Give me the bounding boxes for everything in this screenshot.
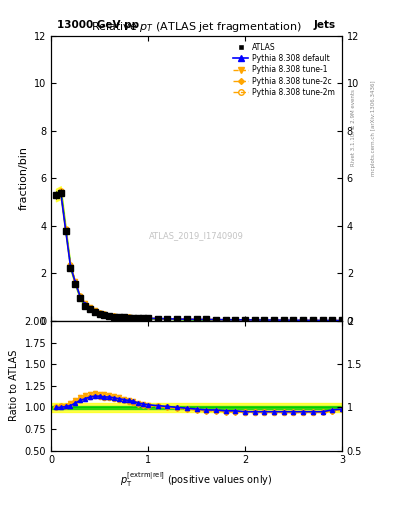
Legend: ATLAS, Pythia 8.308 default, Pythia 8.308 tune-1, Pythia 8.308 tune-2c, Pythia 8: ATLAS, Pythia 8.308 default, Pythia 8.30… <box>230 39 338 100</box>
Bar <box>51 403 342 412</box>
Y-axis label: Ratio to ATLAS: Ratio to ATLAS <box>9 350 19 421</box>
Text: Rivet 3.1.10; ≥ 2.9M events: Rivet 3.1.10; ≥ 2.9M events <box>351 90 356 166</box>
Text: Jets: Jets <box>314 20 336 30</box>
Text: mcplots.cern.ch [arXiv:1306.3436]: mcplots.cern.ch [arXiv:1306.3436] <box>371 80 376 176</box>
Title: Relative $p_T$ (ATLAS jet fragmentation): Relative $p_T$ (ATLAS jet fragmentation) <box>91 20 302 34</box>
Y-axis label: fraction/bin: fraction/bin <box>18 146 28 210</box>
Bar <box>51 406 342 409</box>
X-axis label: $p_{\mathrm{T}}^{\mathrm{[extrm|rel]}}$ (positive values only): $p_{\mathrm{T}}^{\mathrm{[extrm|rel]}}$ … <box>120 471 273 489</box>
Text: ATLAS_2019_I1740909: ATLAS_2019_I1740909 <box>149 231 244 240</box>
Text: 13000 GeV pp: 13000 GeV pp <box>57 20 139 30</box>
